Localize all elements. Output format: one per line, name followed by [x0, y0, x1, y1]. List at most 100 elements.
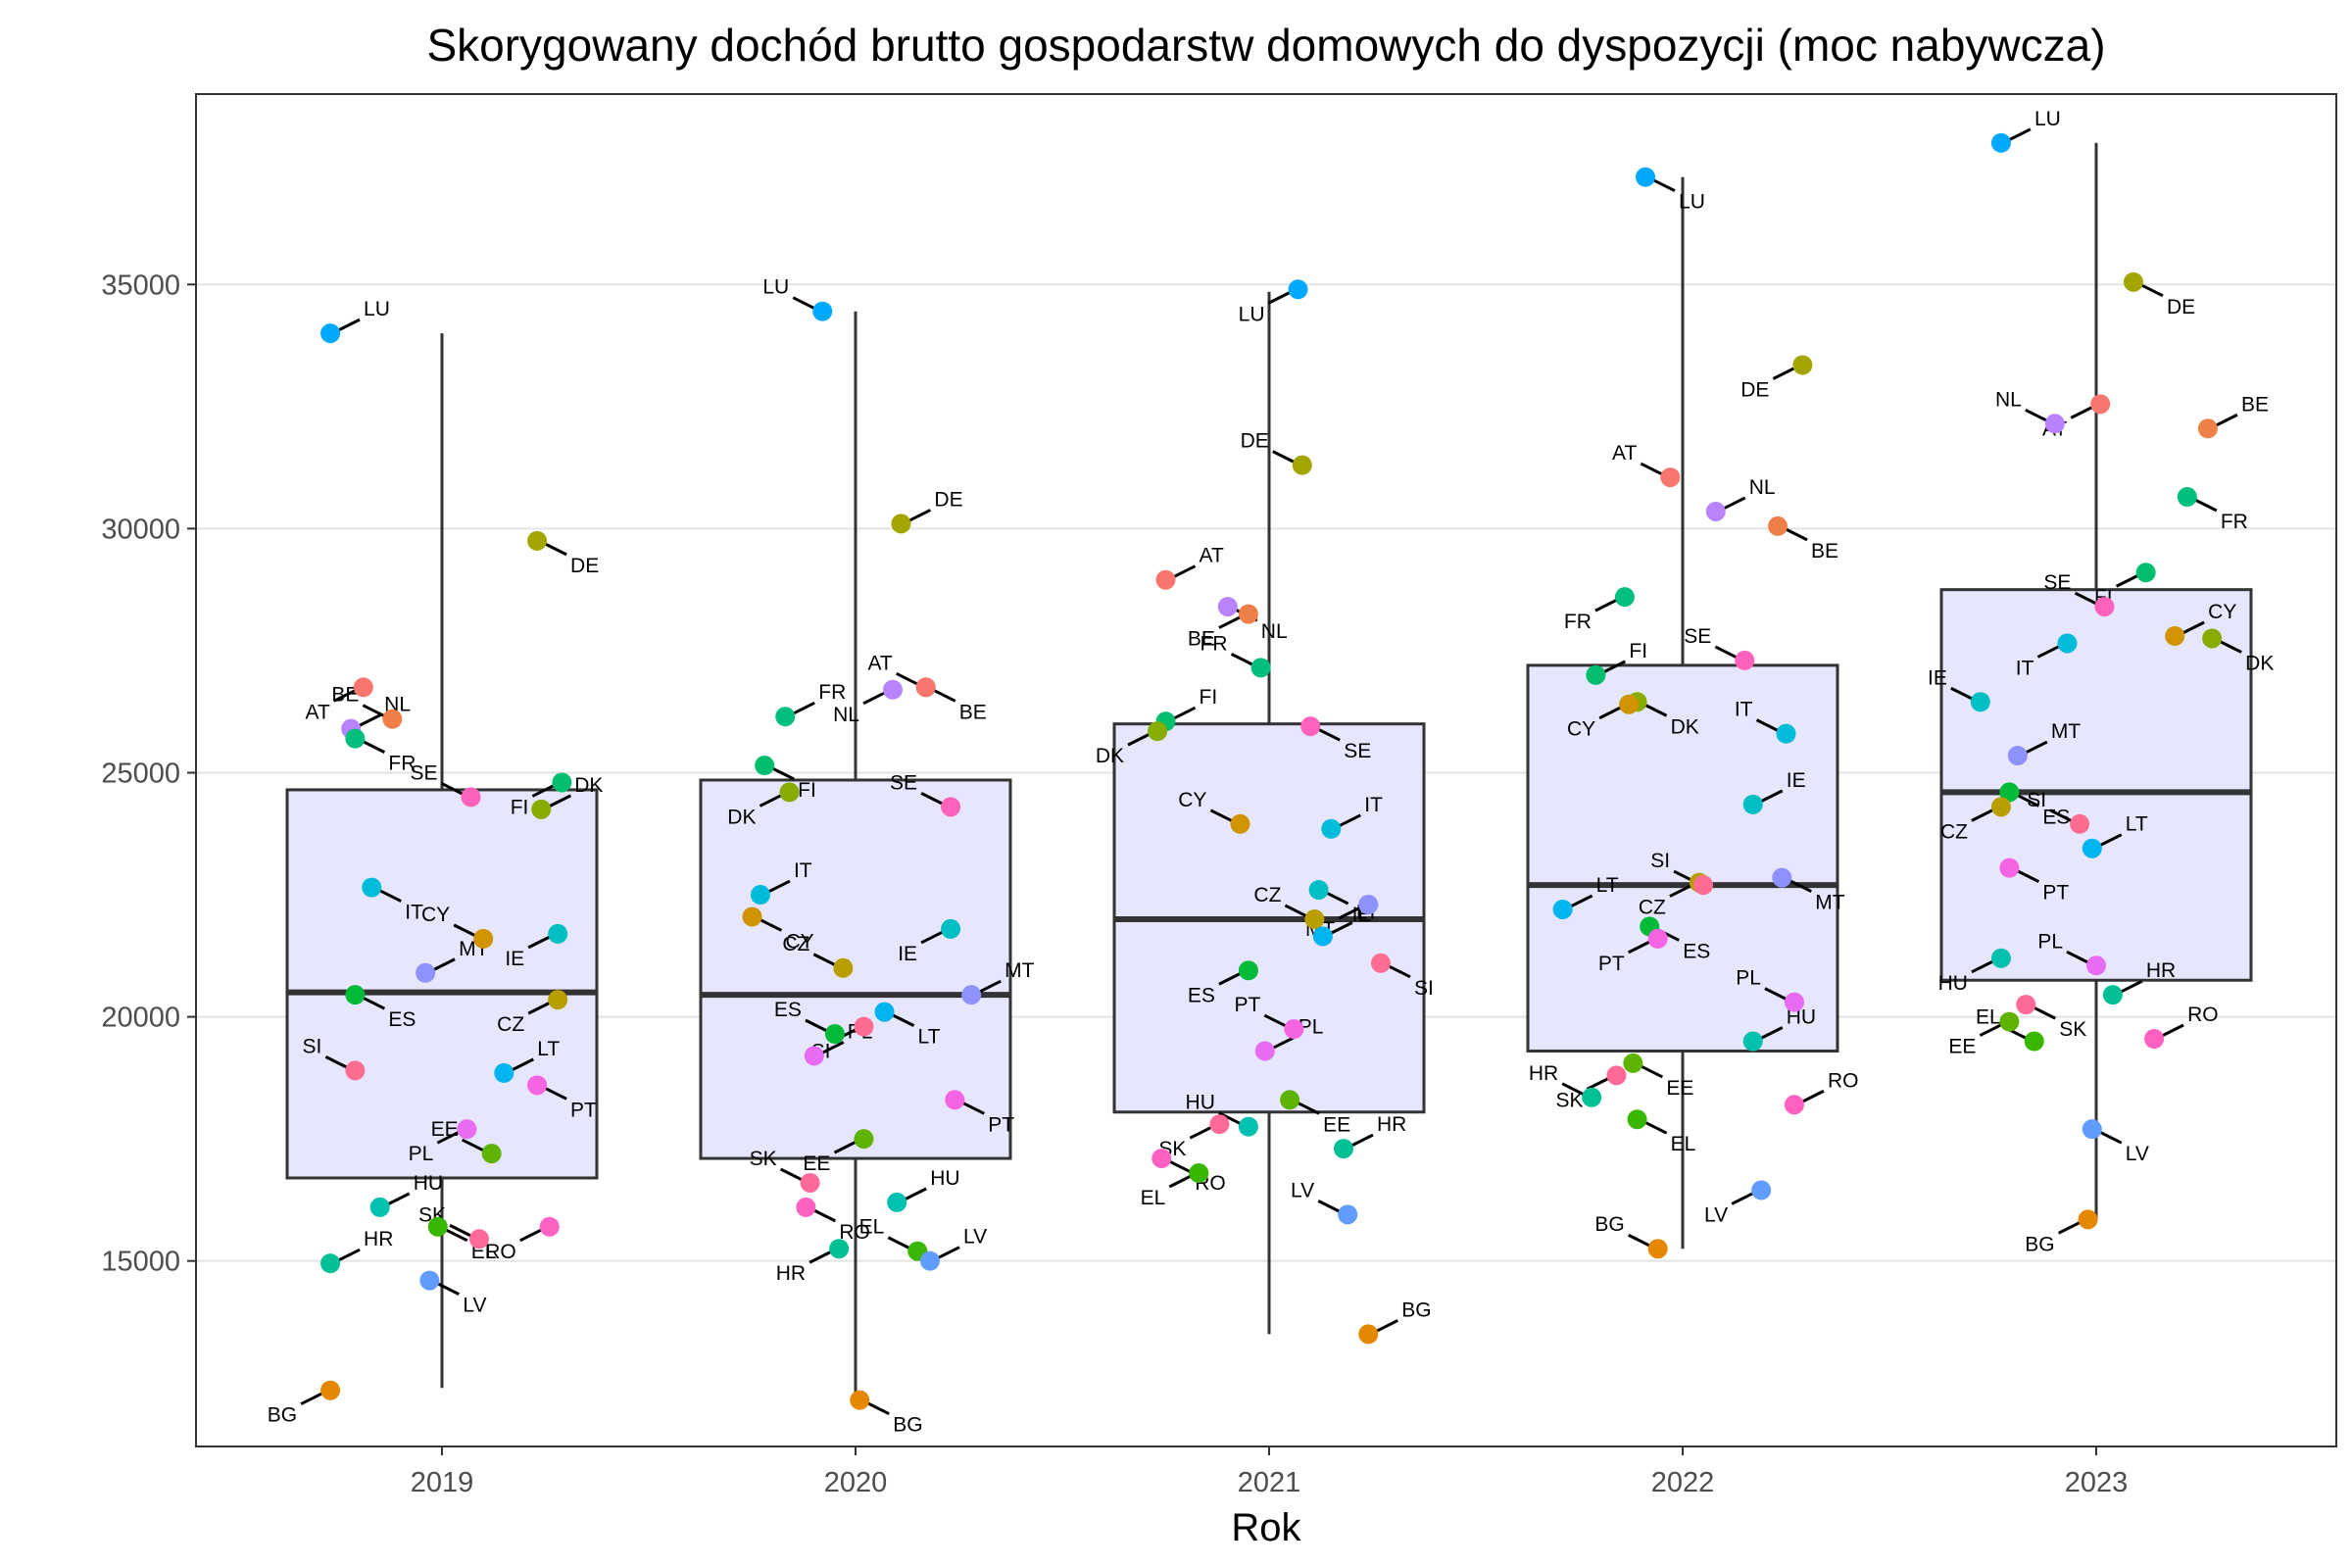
data-point-2019-DE: [527, 530, 548, 551]
point-label: HR: [1377, 1113, 1406, 1136]
point-label: LV: [463, 1295, 486, 1317]
point-label: LV: [963, 1226, 987, 1249]
point-label: PL: [1298, 1015, 1324, 1038]
label-connector: [904, 1187, 927, 1201]
label-connector: [527, 1001, 551, 1015]
point-label: NL: [1749, 476, 1776, 499]
data-point-2021-ES: [1238, 960, 1258, 981]
label-connector: [978, 979, 1002, 994]
data-point-2023-PL: [2086, 956, 2106, 976]
label-connector: [1640, 462, 1664, 476]
label-connector: [1594, 598, 1618, 612]
label-connector: [1569, 894, 1593, 908]
point-label: SI: [2027, 789, 2046, 811]
point-label: NL: [1261, 620, 1288, 643]
data-point-2019-SK: [468, 1229, 489, 1250]
label-connector: [436, 1282, 461, 1296]
data-point-2019-IE: [548, 923, 568, 944]
point-label: CZ: [782, 933, 809, 956]
label-connector: [1950, 686, 1974, 701]
point-label: DE: [2167, 296, 2195, 318]
data-point-2021-DE: [1292, 455, 1312, 475]
data-point-2021-EE: [1280, 1090, 1300, 1110]
point-label: EL: [1671, 1133, 1696, 1155]
label-connector: [2057, 1220, 2082, 1235]
point-label: BE: [959, 701, 987, 723]
point-label: SK: [750, 1148, 777, 1170]
data-point-2020-HR: [829, 1239, 850, 1259]
point-label: LV: [1704, 1203, 1728, 1226]
data-point-2023-SK: [2016, 995, 2036, 1015]
data-point-2019-HR: [320, 1253, 341, 1274]
label-connector: [358, 713, 381, 727]
label-connector: [1764, 987, 1788, 1001]
point-label: EE: [1948, 1036, 1976, 1058]
data-point-2023-DE: [2123, 271, 2143, 292]
point-label: FR: [1200, 632, 1228, 655]
data-point-2022-CY: [1619, 694, 1640, 714]
point-label: LV: [1291, 1179, 1314, 1201]
data-point-2021-MT: [1358, 895, 1379, 915]
data-point-2023-PT: [1999, 858, 2020, 878]
point-label: FI: [511, 796, 529, 818]
data-point-2019-SI: [345, 1060, 366, 1081]
label-connector: [2070, 406, 2093, 419]
point-label: CZ: [497, 1013, 524, 1036]
point-label: RO: [1828, 1069, 1859, 1092]
y-tick-label: 30000: [101, 514, 180, 545]
point-label: EE: [1323, 1113, 1350, 1136]
label-connector: [1317, 727, 1341, 742]
point-label: MT: [2051, 720, 2081, 743]
label-connector: [1267, 290, 1292, 305]
data-point-2019-FR: [345, 728, 366, 749]
label-connector: [2215, 413, 2238, 427]
label-connector: [1785, 527, 1808, 542]
label-connector: [2074, 591, 2098, 606]
data-point-2023-CY: [2165, 625, 2185, 646]
axis-layer: 15000 20000 25000 30000 35000 2019 2020 2021 202…: [101, 270, 2128, 1498]
point-label: FR: [2221, 511, 2248, 533]
data-point-2022-PL: [1784, 992, 1804, 1012]
x-tick-label: 2021: [1238, 1467, 1301, 1498]
data-point-2022-IT: [1776, 723, 1796, 744]
point-label: PT: [988, 1113, 1014, 1136]
label-connector: [896, 671, 919, 686]
data-point-2020-RO: [796, 1197, 816, 1217]
label-connector: [544, 1086, 567, 1101]
point-label: LT: [1596, 874, 1619, 897]
data-point-2020-MT: [961, 985, 982, 1005]
box-2019: [285, 333, 599, 1389]
point-label: CZ: [1253, 884, 1281, 906]
box-iqr: [1939, 588, 2253, 982]
label-connector: [1561, 1082, 1585, 1097]
label-connector: [1801, 1089, 1825, 1103]
data-point-2019-EE: [481, 1144, 502, 1164]
data-point-2022-HR: [1582, 1087, 1602, 1107]
label-connector: [1375, 1319, 1398, 1333]
point-label: IE: [505, 948, 524, 970]
label-connector: [1284, 904, 1308, 918]
label-connector: [1971, 959, 1994, 974]
label-connector: [378, 889, 402, 903]
label-connector: [548, 794, 571, 808]
label-connector: [759, 918, 783, 932]
data-point-2021-LT: [1312, 926, 1333, 947]
label-connector: [300, 1392, 323, 1406]
label-connector: [812, 953, 837, 967]
data-point-2023-SI: [2070, 813, 2090, 834]
point-label: IT: [794, 859, 812, 882]
point-label: SK: [1555, 1089, 1583, 1111]
label-connector: [1760, 789, 1784, 804]
label-connector: [1772, 367, 1796, 380]
data-point-2021-CY: [1230, 813, 1250, 834]
data-point-2021-PL: [1254, 1041, 1275, 1061]
point-label: DE: [934, 488, 962, 511]
data-point-2023-AT: [2090, 394, 2111, 415]
data-point-2019-LT: [494, 1062, 514, 1083]
label-connector: [866, 1401, 890, 1416]
label-connector: [961, 1101, 985, 1115]
point-label: BG: [2025, 1233, 2054, 1255]
point-label: HR: [2146, 959, 2176, 982]
label-connector: [2033, 1005, 2056, 1020]
point-label: HU: [1938, 972, 1968, 995]
